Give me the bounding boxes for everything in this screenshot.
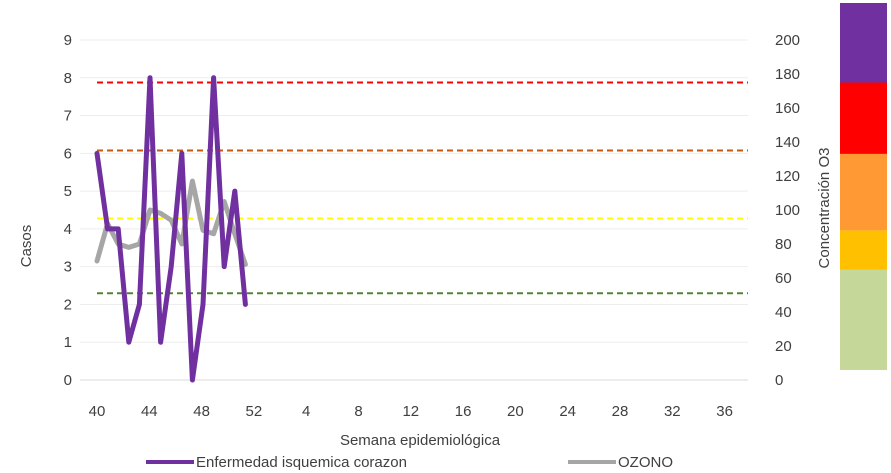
y2-axis-title: Concentración O3 [816,148,833,269]
x-tick-label: 24 [559,403,576,420]
x-tick-label: 36 [716,403,733,420]
x-tick-label: 8 [354,403,362,420]
color-band [840,269,887,370]
y-tick-label: 4 [64,221,72,238]
x-axis-title: Semana epidemiológica [340,432,501,449]
x-tick-label: 44 [141,403,158,420]
series-line [94,75,248,383]
y2-tick-label: 120 [775,168,800,185]
y2-tick-label: 160 [775,100,800,117]
color-band [840,230,887,270]
x-tick-label: 48 [193,403,210,420]
color-band [840,3,887,83]
y2-tick-label: 100 [775,202,800,219]
y-tick-label: 5 [64,183,72,200]
y-tick-label: 7 [64,108,72,125]
legend: Enfermedad isquemica corazon OZONO [146,454,673,471]
y-axis-right: 0 20 40 60 80 100 120 140 160 180 200 [775,32,800,389]
y2-tick-label: 0 [775,372,783,389]
y-tick-label: 3 [64,259,72,276]
y2-tick-label: 20 [775,338,792,355]
y-tick-label: 6 [64,145,72,162]
y-axis-title: Casos [18,225,35,268]
x-tick-label: 12 [402,403,419,420]
color-scale-bar [840,3,887,370]
y2-tick-label: 180 [775,66,800,83]
y2-tick-label: 80 [775,236,792,253]
y-tick-label: 9 [64,32,72,49]
x-axis: 40 44 48 52 4 8 12 16 20 24 28 32 36 [89,403,733,420]
y-tick-label: 8 [64,70,72,87]
x-tick-label: 16 [455,403,472,420]
y2-tick-label: 200 [775,32,800,49]
x-tick-label: 40 [89,403,106,420]
x-tick-label: 52 [246,403,263,420]
x-tick-label: 32 [664,403,681,420]
series-lines [94,75,248,383]
y-tick-label: 0 [64,372,72,389]
x-tick-label: 20 [507,403,524,420]
y-tick-label: 2 [64,296,72,313]
y-tick-label: 1 [64,334,72,351]
threshold-lines [97,81,748,295]
y2-tick-label: 140 [775,134,800,151]
legend-label-heart-disease: Enfermedad isquemica corazon [196,454,407,471]
x-tick-label: 28 [612,403,629,420]
color-band [840,153,887,231]
gridlines [80,39,748,381]
color-band [840,82,887,154]
x-tick-label: 4 [302,403,310,420]
y2-tick-label: 40 [775,304,792,321]
y2-tick-label: 60 [775,270,792,287]
y-axis-left: 0 1 2 3 4 5 6 7 8 9 [64,32,72,389]
legend-label-ozone: OZONO [618,454,673,471]
